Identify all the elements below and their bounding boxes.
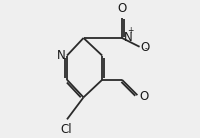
Text: N: N bbox=[124, 31, 132, 44]
Text: Cl: Cl bbox=[61, 123, 72, 136]
Text: O: O bbox=[140, 90, 149, 103]
Text: -: - bbox=[145, 44, 148, 53]
Text: +: + bbox=[127, 26, 133, 35]
Text: O: O bbox=[141, 41, 150, 54]
Text: O: O bbox=[117, 2, 127, 15]
Text: N: N bbox=[57, 49, 65, 62]
